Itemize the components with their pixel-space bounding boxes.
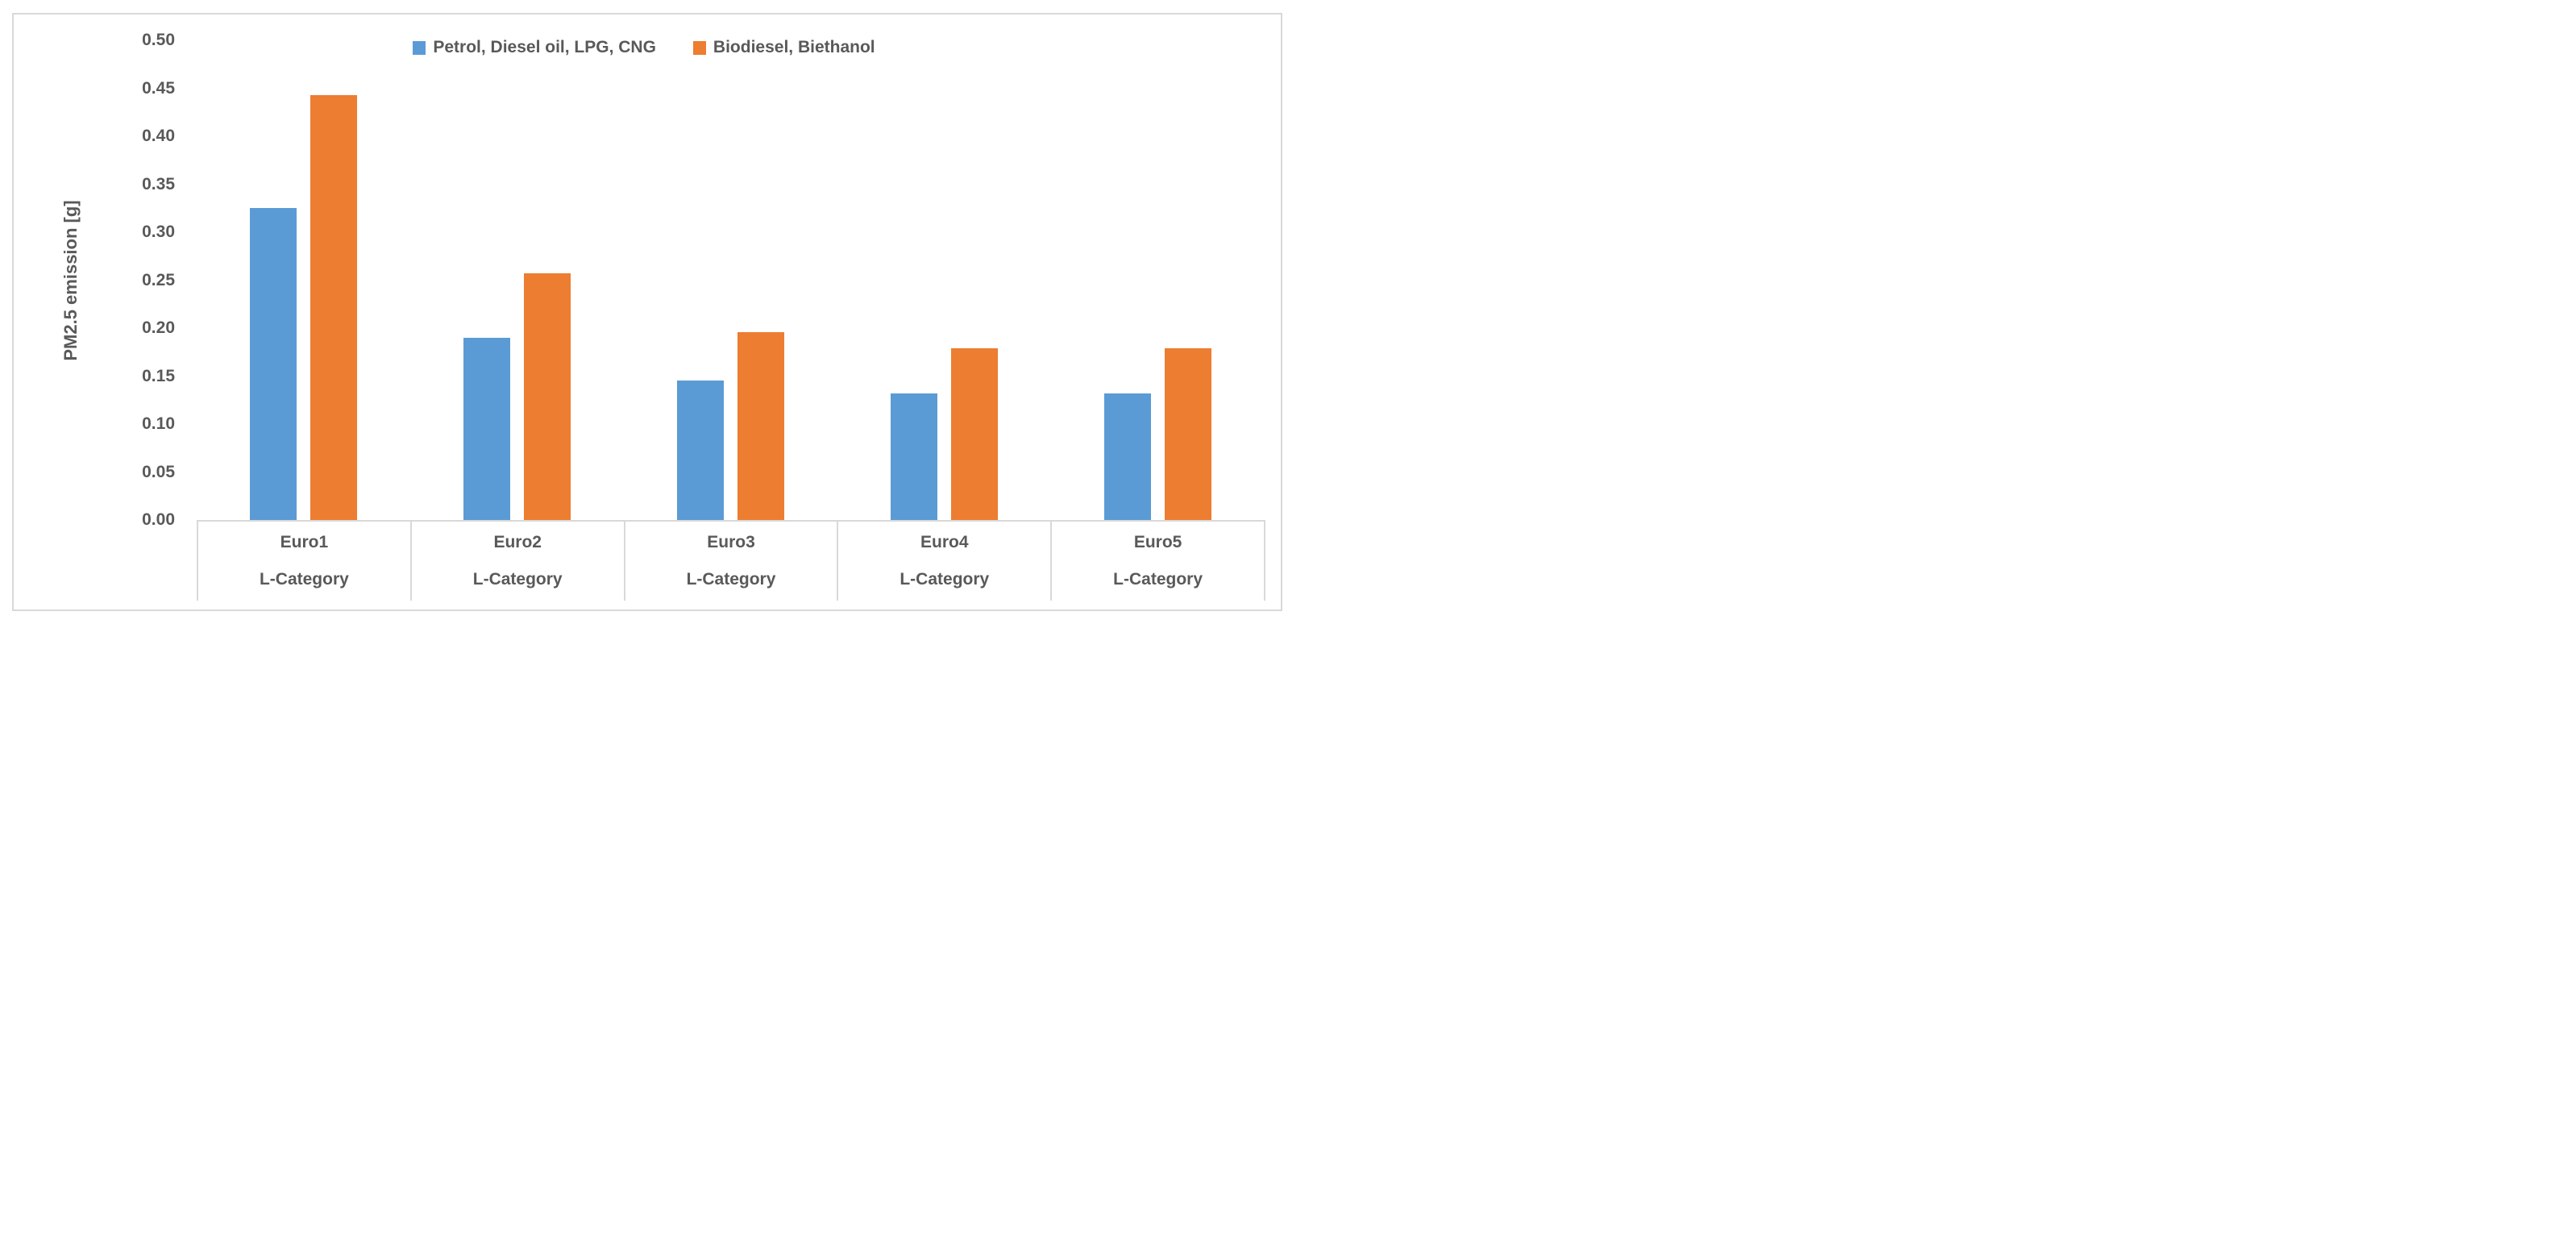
bar-petrol-euro1 [250, 208, 297, 520]
y-tick-label: 0.45 [142, 78, 175, 98]
category-cell-euro5: Euro5 L-Category [1052, 522, 1264, 601]
category-label: Euro5 [1133, 533, 1182, 551]
chart-frame [12, 13, 1282, 611]
legend-item-biodiesel: Biodiesel, Biethanol [692, 37, 875, 58]
legend-marker-petrol [413, 40, 426, 55]
category-sublabel: L-Category [686, 570, 776, 589]
bar-biodiesel-euro3 [737, 332, 784, 520]
category-cell-euro4: Euro4 L-Category [838, 522, 1053, 601]
bar-petrol-euro2 [463, 338, 510, 520]
y-tick-label: 0.15 [142, 366, 175, 385]
bar-biodiesel-euro5 [1165, 348, 1211, 520]
category-cell-euro3: Euro3 L-Category [625, 522, 839, 601]
y-tick-label: 0.40 [142, 127, 175, 145]
category-label: Euro2 [493, 533, 542, 551]
bar-biodiesel-euro4 [951, 348, 998, 520]
y-tick-label: 0.00 [142, 510, 175, 529]
y-axis-title: PM2.5 emission [g] [60, 200, 81, 361]
y-tick-label: 0.35 [142, 174, 175, 193]
legend-marker-biodiesel [692, 40, 706, 55]
y-tick-label: 0.30 [142, 223, 175, 241]
category-label: Euro4 [920, 533, 969, 551]
legend-item-petrol: Petrol, Diesel oil, LPG, CNG [413, 37, 656, 58]
category-sublabel: L-Category [1113, 570, 1203, 589]
y-tick-label: 0.05 [142, 462, 175, 481]
category-sublabel: L-Category [472, 570, 563, 589]
y-tick-label: 0.50 [142, 31, 175, 49]
bar-biodiesel-euro1 [310, 95, 357, 520]
category-cell-euro2: Euro2 L-Category [412, 522, 625, 601]
chart-page: Petrol, Diesel oil, LPG, CNG Biodiesel, … [0, 0, 1288, 624]
y-tick-label: 0.10 [142, 414, 175, 433]
plot-area [197, 40, 1265, 520]
y-tick-label: 0.20 [142, 318, 175, 337]
legend-label-petrol: Petrol, Diesel oil, LPG, CNG [433, 38, 656, 56]
y-tick-label: 0.25 [142, 270, 175, 289]
category-label: Euro3 [707, 533, 755, 551]
bar-petrol-euro3 [677, 381, 724, 520]
legend-label-biodiesel: Biodiesel, Biethanol [713, 38, 875, 56]
category-label: Euro1 [280, 533, 329, 551]
category-axis-table: Euro1 L-Category Euro2 L-Category Euro3 L-Cat… [197, 520, 1265, 601]
legend: Petrol, Diesel oil, LPG, CNG Biodiesel, … [0, 37, 1288, 58]
bar-petrol-euro5 [1104, 393, 1151, 520]
category-sublabel: L-Category [900, 570, 990, 589]
bar-petrol-euro4 [891, 393, 937, 520]
bar-biodiesel-euro2 [524, 273, 571, 520]
category-cell-euro1: Euro1 L-Category [198, 522, 412, 601]
category-sublabel: L-Category [259, 570, 349, 589]
